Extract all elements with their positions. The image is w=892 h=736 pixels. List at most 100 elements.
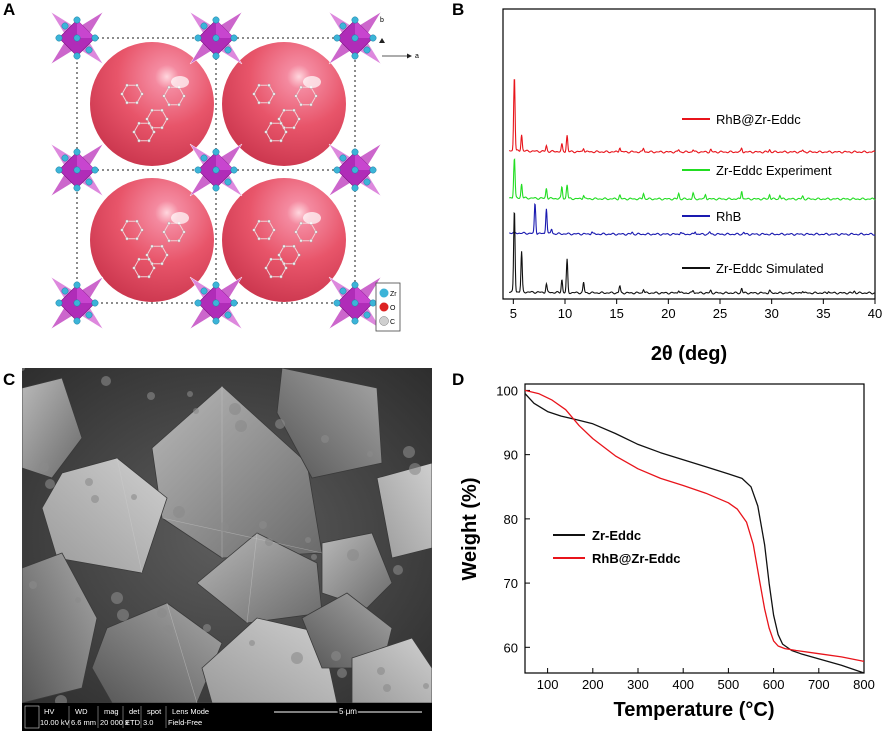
pxrd-series-line [508,211,876,295]
sem-info-header: mag [104,707,119,716]
sem-scale-label: 5 μm [339,707,357,716]
pxrd-x-tick-label: 20 [661,306,675,321]
sem-info-header: Lens Mode [172,707,209,716]
pxrd-legend-label: RhB [716,209,741,224]
pxrd-chart: 5 10 15 20 25 30 35 40 RhB@Zr-Eddc Zr-Eddc Exper… [502,8,882,365]
pxrd-plot-frame [502,8,876,300]
tga-series-line [524,393,865,674]
tga-legend-label: RhB@Zr-Eddc [592,551,681,566]
zr-atom-icon [379,288,389,298]
axis-a-arrow-icon [407,53,412,59]
tga-chart-panel: 100 200 300 400 500 600 700 800 60 70 80 90 100 Zr-E… [450,368,892,731]
sem-crystal [196,532,323,624]
crystal-structure-figure: b a Zr O C [50,11,419,332]
sem-crystal [21,552,98,704]
crystal-structure-panel: b a Zr O C [22,0,432,345]
pxrd-series-line [508,79,876,154]
pore-sphere [90,42,214,166]
tga-x-tick-label: 700 [808,677,830,692]
axis-indicator: b a [379,17,419,60]
tga-chart: 100 200 300 400 500 600 700 800 60 70 80 90 100 Zr-E… [459,383,875,721]
zr-cluster-node [189,143,243,197]
zr-cluster-node [328,11,382,65]
tga-x-axis-label: Temperature (°C) [614,699,775,721]
zr-cluster-node [328,276,382,330]
tga-x-tick-label: 500 [718,677,740,692]
legend-o: O [390,305,396,312]
pore-spheres [90,42,346,302]
panel-letter-c: C [3,370,16,389]
tga-x-tick-label: 100 [537,677,559,692]
sem-crystal [21,377,83,479]
tga-x-tick-label: 400 [672,677,694,692]
pxrd-chart-panel: 5 10 15 20 25 30 35 40 RhB@Zr-Eddc Zr-Eddc Exper… [450,0,892,368]
axis-a-label: a [415,53,419,60]
tga-y-tick-label: 70 [504,576,518,591]
sem-info-value: 3.0 [143,718,153,727]
pxrd-labels: RhB@Zr-Eddc Zr-Eddc Experiment RhB Zr-Eddc … [682,112,832,276]
sem-crystal [276,367,383,479]
sem-info-value: Field-Free [168,718,202,727]
zr-cluster-node [50,143,104,197]
legend-zr: Zr [390,291,397,298]
pxrd-x-ticks: 5 10 15 20 25 30 35 40 [510,299,882,321]
tga-y-tick-label: 60 [504,640,518,655]
pxrd-x-tick-label: 10 [558,306,572,321]
tga-x-tick-label: 600 [763,677,785,692]
tga-ticks: 100 200 300 400 500 600 700 800 60 70 80 90 100 [496,383,875,692]
pxrd-x-tick-label: 15 [609,306,623,321]
pxrd-legend-label: Zr-Eddc Simulated [716,261,824,276]
pxrd-x-tick-label: 5 [510,306,517,321]
tga-series-line [524,389,865,663]
tga-series [524,389,865,674]
zr-cluster-node [189,276,243,330]
pore-sphere [90,178,214,302]
pxrd-series-line [509,203,876,236]
pxrd-x-tick-label: 30 [764,306,778,321]
sem-info-value: 20 000 x [100,718,129,727]
pxrd-x-axis-label: 2θ (deg) [651,343,727,365]
tga-plot-frame [524,383,865,674]
sem-info-value: 10.00 kV [40,718,70,727]
zr-cluster-node [189,11,243,65]
pxrd-series-line [509,158,876,201]
sem-info-value: ETD [125,718,141,727]
pxrd-series [508,79,876,295]
zr-cluster-node [50,11,104,65]
tga-x-tick-label: 800 [853,677,875,692]
axis-b-label: b [380,17,384,24]
sem-crystal [321,532,393,609]
panel-letter-b: B [452,0,465,19]
o-atom-icon [379,302,389,312]
atom-legend: Zr O C [375,282,401,332]
pxrd-x-tick-label: 40 [868,306,882,321]
sem-info-header: det [129,707,140,716]
pxrd-legend-label: RhB@Zr-Eddc [716,112,801,127]
tga-x-tick-label: 300 [627,677,649,692]
sem-info-value: 6.6 mm [71,718,96,727]
axis-b-arrow-icon [379,38,385,43]
c-atom-icon [379,316,389,326]
sem-info-header: WD [75,707,88,716]
tga-y-tick-label: 80 [504,512,518,527]
pore-sphere [222,178,346,302]
zr-cluster-node [50,276,104,330]
panel-letter-d: D [452,370,465,389]
zr-cluster-node [328,143,382,197]
tga-legend-label: Zr-Eddc [592,528,641,543]
pxrd-legend-label: Zr-Eddc Experiment [716,163,832,178]
panel-letter-a: A [3,0,16,19]
pxrd-x-tick-label: 25 [713,306,727,321]
sem-crystals [19,365,433,707]
tga-legend: Zr-Eddc RhB@Zr-Eddc [553,528,681,566]
legend-c: C [390,319,395,326]
tga-y-axis-label: Weight (%) [459,478,481,581]
zr-polyhedra [50,11,382,330]
pore-sphere [222,42,346,166]
pxrd-x-tick-label: 35 [816,306,830,321]
tga-y-tick-label: 100 [496,383,518,398]
tga-y-tick-label: 90 [504,448,518,463]
sem-info-header: HV [44,707,54,716]
